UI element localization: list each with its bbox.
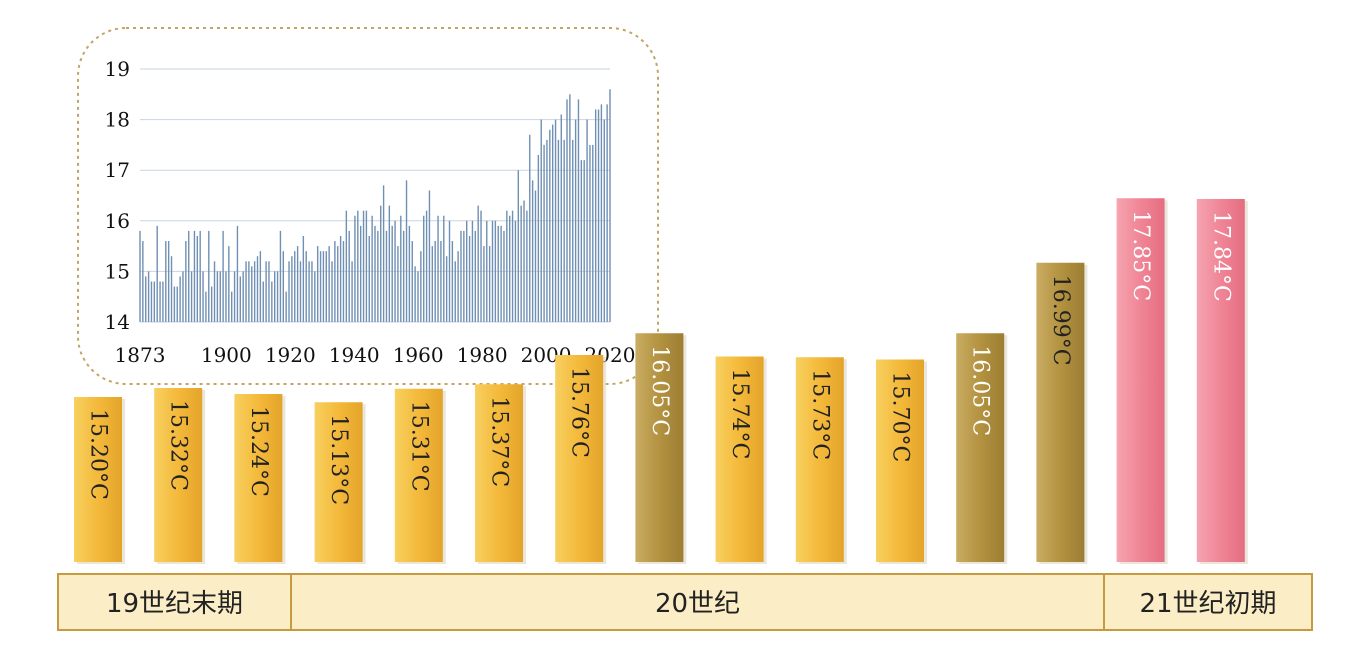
era-band: 19世纪末期 20世纪 21世纪初期 (57, 573, 1313, 631)
inset-x-tick-label: 1900 (201, 343, 252, 367)
bar-value-label: 15.13°C (326, 414, 351, 505)
bar (234, 394, 283, 562)
bar (956, 333, 1005, 562)
inset-y-tick-label: 14 (105, 310, 130, 334)
bar (314, 402, 363, 562)
bar-value-label: 16.05°C (968, 345, 993, 436)
bar (475, 384, 523, 562)
inset-y-tick-label: 19 (105, 57, 130, 81)
bar (1116, 198, 1165, 562)
bar-value-label: 15.74°C (727, 369, 752, 460)
inset-x-tick-label: 1960 (393, 343, 444, 367)
bar-group: 15.13°C (314, 402, 366, 564)
inset-frame (77, 27, 659, 385)
bar-value-label: 15.37°C (487, 396, 512, 487)
inset-y-tick-label: 16 (105, 209, 130, 233)
bar-group: 17.85°C (1116, 198, 1168, 564)
era-label: 20世纪 (655, 589, 740, 619)
bar-value-label: 17.84°C (1208, 211, 1233, 302)
inset-y-tick-label: 17 (105, 158, 130, 182)
bar-value-label: 17.85°C (1128, 210, 1153, 301)
era-label: 19世纪末期 (106, 589, 243, 619)
bar-group: 15.70°C (876, 359, 927, 564)
bar-group: 16.99°C (1036, 262, 1088, 564)
bar-group: 15.32°C (154, 388, 206, 564)
bar-group: 17.84°C (1196, 199, 1248, 564)
bar-value-label: 16.99°C (1048, 275, 1073, 366)
bar-value-label: 16.05°C (647, 345, 672, 436)
bar-group: 16.05°C (635, 333, 687, 564)
bar (715, 356, 764, 562)
bar (795, 357, 844, 562)
bar (555, 355, 604, 562)
inset-y-tick-label: 18 (105, 108, 130, 132)
bar-group: 15.73°C (795, 357, 847, 564)
inset-x-tick-label: 1980 (457, 343, 508, 367)
bar-value-label: 15.31°C (406, 401, 431, 492)
bar-value-label: 15.70°C (888, 372, 913, 463)
bar-group: 15.24°C (234, 394, 286, 564)
bar-group: 15.74°C (715, 356, 767, 564)
bar-value-label: 15.24°C (246, 406, 271, 497)
bar-group: 15.31°C (394, 388, 446, 564)
bar (1196, 199, 1245, 562)
inset-y-tick-label: 15 (105, 259, 130, 283)
inset-x-tick-label: 1940 (329, 343, 380, 367)
bar (876, 359, 924, 562)
bar-chart: 15.20°C 15.32°C 15.24°C 15.13°C 15.31°C 15.37… (74, 198, 1248, 564)
bar-group: 15.76°C (555, 355, 607, 564)
bar-value-label: 15.20°C (86, 409, 111, 500)
bar (1036, 262, 1085, 562)
bar-group: 16.05°C (956, 333, 1008, 564)
bar-value-label: 15.76°C (567, 367, 592, 458)
bar-value-label: 15.32°C (166, 400, 191, 491)
bar (394, 388, 443, 562)
bar-value-label: 15.73°C (807, 369, 832, 460)
bar (154, 388, 203, 562)
bar-group: 15.37°C (475, 384, 526, 564)
inset-x-tick-label: 1920 (265, 343, 316, 367)
inset-x-tick-label: 1873 (115, 343, 166, 367)
bar (635, 333, 684, 562)
bar-group: 15.20°C (74, 397, 125, 564)
bar (74, 397, 122, 562)
era-label: 21世纪初期 (1139, 589, 1276, 619)
